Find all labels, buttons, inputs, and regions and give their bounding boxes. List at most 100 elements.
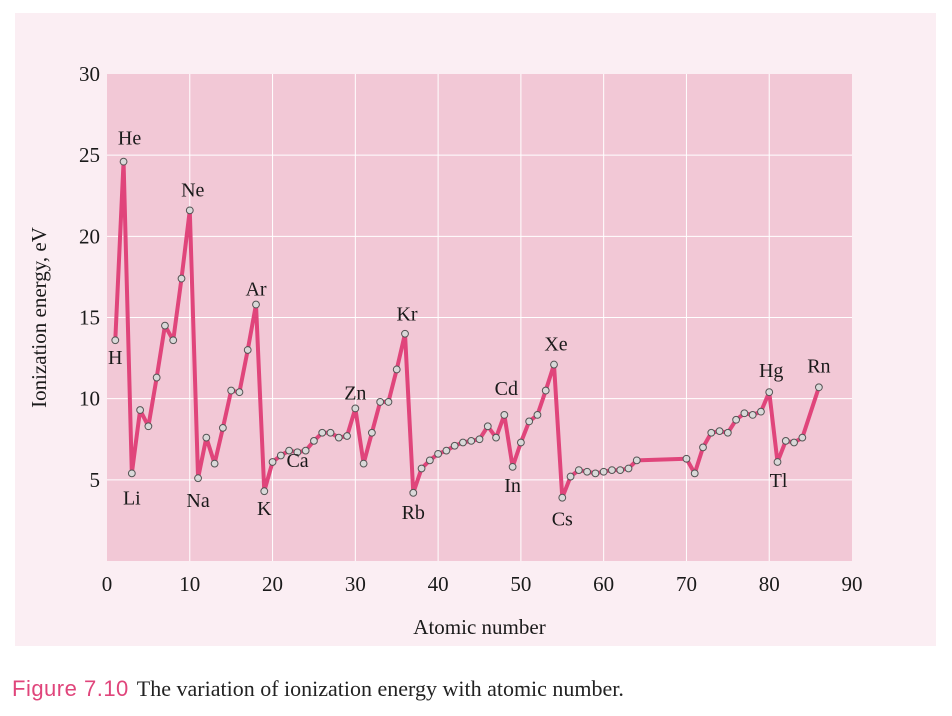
- data-point: [574, 466, 583, 474]
- data-point: [773, 458, 782, 466]
- data-point: [508, 462, 517, 471]
- x-tick-label: 30: [345, 572, 366, 596]
- data-point: [467, 436, 476, 445]
- x-tick-label: 50: [510, 572, 531, 596]
- y-axis-label: Ionization energy, eV: [27, 227, 51, 408]
- annotation-cd: Cd: [495, 378, 518, 400]
- annotation-cs: Cs: [552, 509, 573, 531]
- data-point: [343, 432, 351, 440]
- data-point: [194, 474, 202, 483]
- data-point: [268, 458, 277, 466]
- data-point: [500, 411, 509, 419]
- data-point: [202, 433, 211, 442]
- series-line: [113, 159, 821, 500]
- caption-label: Figure 7.10: [12, 676, 129, 701]
- data-point: [798, 433, 807, 442]
- x-tick-labels: 0 10 20 30 40 50 60 70 80 90: [102, 572, 863, 596]
- y-tick-label: 5: [90, 468, 101, 492]
- data-point: [790, 438, 798, 447]
- data-point: [707, 428, 716, 437]
- data-point: [434, 449, 443, 458]
- data-point: [293, 448, 302, 457]
- data-point: [136, 406, 145, 414]
- x-tick-label: 70: [676, 572, 697, 596]
- data-markers: [111, 157, 823, 502]
- y-tick-label: 20: [79, 224, 100, 248]
- x-tick-label: 80: [759, 572, 780, 596]
- annotation-ar: Ar: [245, 279, 266, 301]
- annotation-na: Na: [186, 490, 209, 512]
- data-point: [757, 407, 765, 416]
- figure-caption: Figure 7.10 The variation of ionization e…: [12, 676, 624, 702]
- data-point: [599, 467, 608, 476]
- data-point: [450, 441, 459, 450]
- data-point: [177, 274, 186, 283]
- annotation-h: H: [108, 347, 122, 369]
- data-point: [748, 411, 757, 419]
- y-tick-label: 30: [79, 62, 100, 86]
- data-point: [260, 487, 269, 496]
- data-point: [550, 360, 558, 369]
- data-point: [169, 336, 178, 345]
- data-point: [119, 157, 128, 166]
- y-tick-label: 25: [79, 143, 100, 167]
- data-point: [814, 383, 823, 392]
- annotation-ca: Ca: [286, 450, 308, 472]
- data-point: [111, 336, 120, 345]
- data-point: [690, 469, 699, 478]
- annotation-xe: Xe: [544, 334, 567, 356]
- data-point: [723, 428, 732, 437]
- data-point: [732, 415, 741, 424]
- y-tick-label: 15: [79, 306, 100, 330]
- data-point: [492, 433, 500, 442]
- annotation-hg: Hg: [759, 360, 783, 382]
- data-point: [624, 464, 633, 473]
- annotation-zn: Zn: [344, 382, 366, 404]
- data-point: [459, 438, 467, 447]
- data-point: [310, 436, 318, 445]
- grid: [107, 74, 852, 561]
- data-point: [210, 459, 219, 468]
- x-tick-label: 10: [179, 572, 200, 596]
- x-tick-label: 90: [842, 572, 863, 596]
- annotation-rb: Rb: [402, 502, 425, 524]
- data-point: [417, 464, 426, 473]
- data-point: [616, 466, 625, 474]
- data-point: [161, 321, 169, 330]
- data-point: [715, 427, 724, 436]
- data-point: [591, 469, 600, 478]
- annotation-rn: Rn: [807, 355, 830, 377]
- data-point: [781, 436, 790, 445]
- data-point: [442, 446, 451, 455]
- data-point: [334, 433, 343, 442]
- annotation-tl: Tl: [770, 470, 788, 492]
- data-point: [516, 438, 525, 447]
- annotation-ne: Ne: [181, 179, 204, 201]
- data-point: [401, 329, 409, 338]
- data-point: [475, 435, 484, 444]
- data-point: [367, 428, 376, 437]
- x-tick-label: 40: [428, 572, 449, 596]
- x-tick-label: 0: [102, 572, 113, 596]
- data-point: [541, 386, 550, 395]
- caption-text: The variation of ionization energy with …: [136, 676, 624, 701]
- figure-panel: 0 10 20 30 40 50 60 70 80 90 5 10 15 20 25 30 H He Li Ne N…: [15, 13, 936, 646]
- y-tick-labels: 5 10 15 20 25 30: [79, 62, 100, 492]
- data-point: [632, 456, 641, 465]
- data-point: [409, 488, 418, 497]
- data-point: [533, 411, 542, 419]
- data-point: [566, 472, 575, 481]
- data-point: [243, 346, 252, 354]
- data-point: [227, 386, 236, 395]
- data-point: [235, 388, 244, 397]
- data-point: [525, 417, 534, 426]
- data-point: [301, 446, 310, 455]
- data-point: [252, 300, 260, 309]
- element-annotations: H He Li Ne Na Ar K Ca Zn Kr Rb Cd In Xe Cs Hg Tl Rn: [108, 128, 831, 531]
- x-axis-label: Atomic number: [413, 615, 545, 639]
- data-point: [351, 404, 360, 413]
- data-point: [483, 422, 492, 431]
- data-point: [740, 409, 749, 418]
- data-point: [326, 428, 335, 437]
- data-point: [425, 456, 434, 465]
